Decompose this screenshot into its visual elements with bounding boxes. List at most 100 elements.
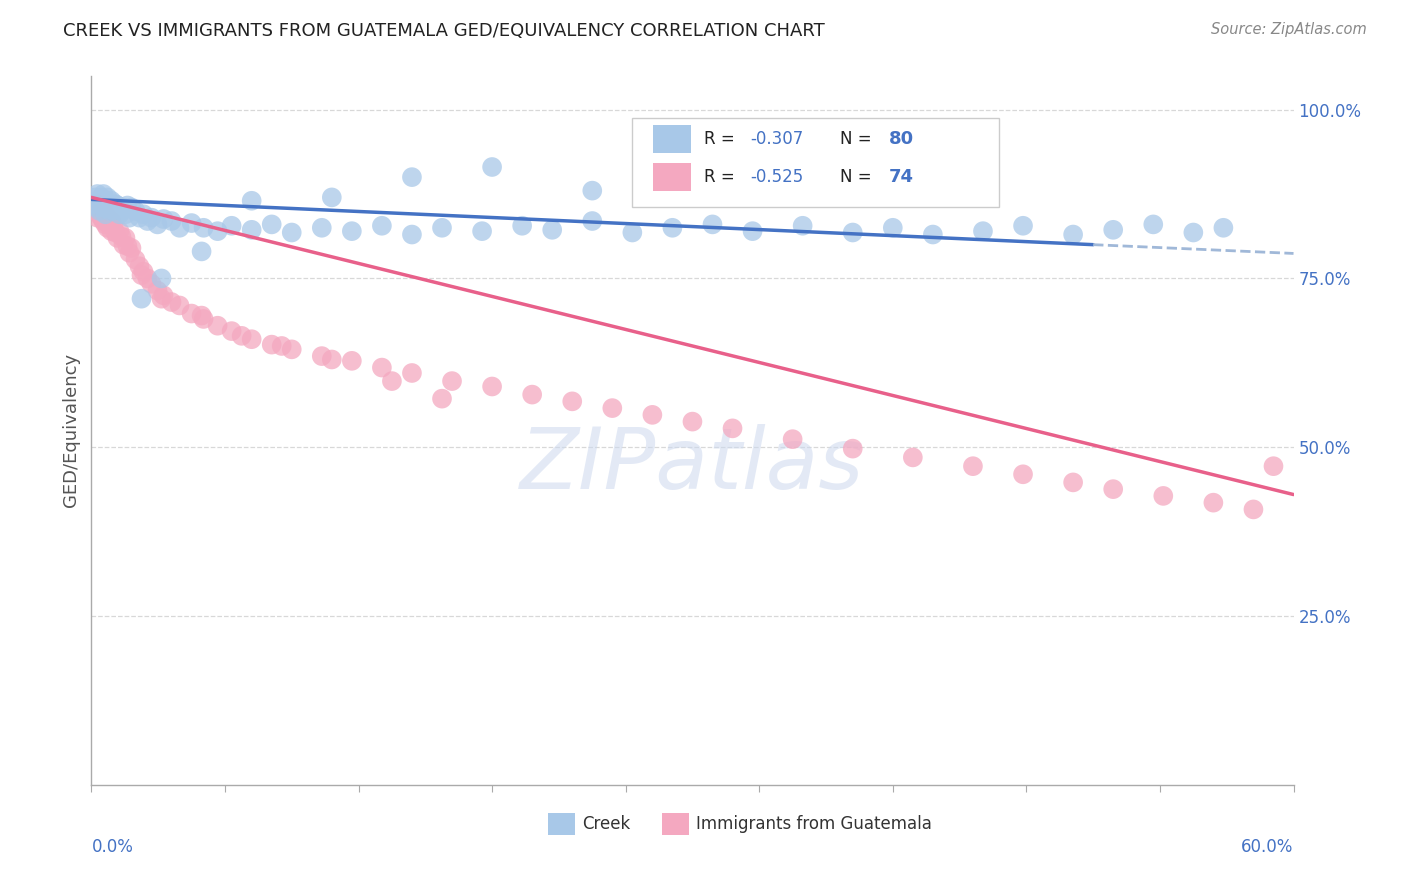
Point (681, 170, 703, 185)
Point (93, 201, 115, 215)
Point (100, 224, 122, 238)
Point (240, 194, 263, 208)
Point (96, 220, 118, 235)
Point (86, 197, 108, 211)
Point (381, 374, 404, 388)
Point (141, 211, 163, 225)
Point (108, 224, 131, 238)
Point (1012, 219, 1035, 233)
Point (132, 265, 155, 279)
Text: 80: 80 (889, 129, 914, 148)
Point (108, 207, 131, 221)
Point (84, 190, 107, 204)
Point (103, 198, 125, 212)
Point (114, 231, 136, 245)
Point (98, 218, 121, 232)
Text: -0.525: -0.525 (751, 168, 803, 186)
Point (471, 224, 494, 238)
Point (340, 354, 363, 368)
Point (107, 198, 129, 212)
Point (160, 214, 183, 228)
Point (136, 214, 159, 228)
Text: 74: 74 (889, 168, 914, 186)
Point (681, 415, 703, 429)
Point (117, 239, 139, 253)
Point (89, 201, 111, 215)
Point (90, 211, 112, 225)
Point (661, 220, 683, 235)
Point (110, 229, 132, 244)
Point (96, 201, 118, 215)
Point (311, 220, 333, 235)
Text: 0.0%: 0.0% (91, 838, 134, 856)
Point (430, 392, 453, 406)
Point (1202, 496, 1225, 510)
Point (128, 260, 150, 274)
Point (922, 227, 945, 242)
Point (741, 224, 763, 238)
Point (1012, 467, 1035, 482)
Point (104, 202, 127, 217)
Point (702, 218, 724, 232)
Text: 60.0%: 60.0% (1241, 838, 1294, 856)
Text: ZIPatlas: ZIPatlas (520, 425, 865, 508)
Point (180, 307, 202, 321)
Point (86, 187, 108, 202)
Point (94, 207, 117, 221)
Point (121, 201, 143, 215)
Point (1182, 226, 1205, 240)
Point (152, 212, 174, 227)
Point (93, 214, 115, 228)
Point (131, 268, 153, 282)
Point (117, 198, 139, 212)
Point (118, 211, 141, 225)
Text: N =: N = (841, 129, 877, 148)
Point (131, 292, 153, 306)
Point (90, 197, 112, 211)
Point (146, 284, 169, 298)
Bar (548, 814, 575, 835)
Point (401, 366, 423, 380)
Point (260, 218, 283, 232)
Point (240, 223, 263, 237)
Point (841, 442, 863, 456)
Point (103, 203, 125, 218)
Point (1142, 218, 1164, 232)
Point (86, 201, 108, 215)
Point (84, 203, 107, 218)
Point (90, 190, 112, 204)
Point (207, 318, 229, 333)
Point (94, 194, 117, 208)
Point (107, 231, 129, 245)
Point (169, 298, 191, 312)
Point (132, 207, 155, 221)
Point (94, 207, 117, 221)
Point (104, 197, 127, 211)
Point (96, 190, 118, 204)
Point (401, 227, 423, 242)
Text: CREEK VS IMMIGRANTS FROM GUATEMALA GED/EQUIVALENCY CORRELATION CHART: CREEK VS IMMIGRANTS FROM GUATEMALA GED/E… (63, 22, 825, 40)
Point (481, 379, 503, 393)
Point (110, 203, 132, 218)
Point (112, 237, 135, 252)
Point (100, 201, 122, 215)
Point (1062, 475, 1084, 490)
Y-axis label: GED/Equivalency: GED/Equivalency (62, 353, 80, 508)
Point (128, 211, 150, 225)
Point (1062, 227, 1084, 242)
Point (193, 312, 215, 326)
Point (440, 374, 463, 388)
Point (231, 328, 253, 343)
Point (150, 271, 173, 285)
Text: R =: R = (704, 129, 741, 148)
Point (82, 197, 104, 211)
Point (321, 190, 343, 204)
Point (94, 218, 117, 232)
Point (260, 337, 283, 351)
Point (160, 295, 183, 310)
Point (146, 218, 169, 232)
FancyBboxPatch shape (633, 119, 1000, 207)
Point (841, 226, 863, 240)
Point (152, 288, 174, 302)
Point (1102, 223, 1125, 237)
